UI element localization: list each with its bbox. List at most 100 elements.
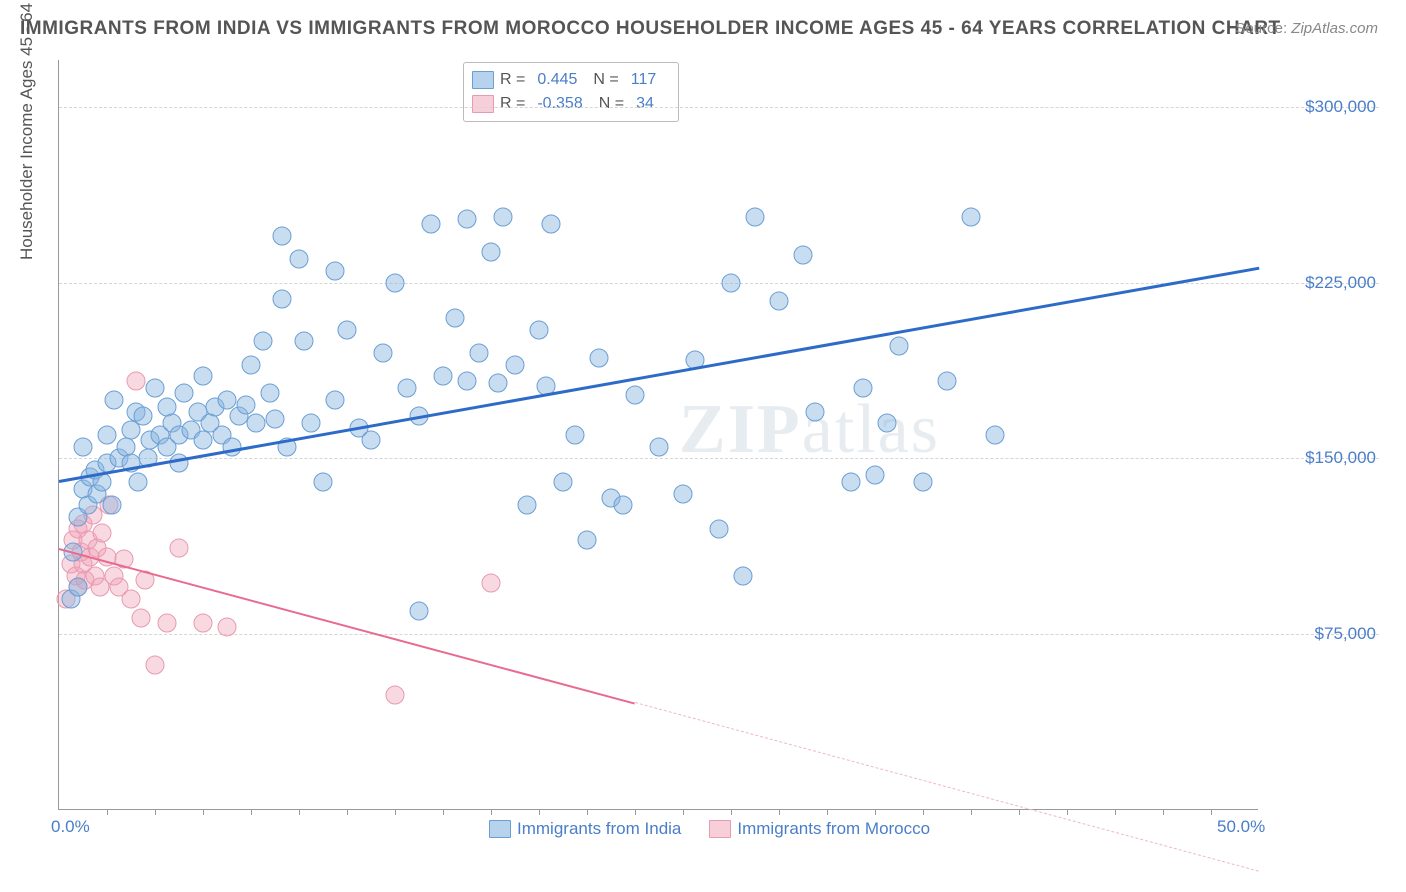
data-point (93, 524, 112, 543)
n-value: 117 (631, 68, 657, 92)
data-point (518, 496, 537, 515)
legend-item: Immigrants from Morocco (709, 819, 930, 839)
n-value: 34 (636, 92, 654, 116)
x-tick-minor (683, 809, 684, 815)
data-point (326, 261, 345, 280)
legend-series: Immigrants from India Immigrants from Mor… (489, 819, 930, 839)
legend-swatch (709, 820, 731, 838)
data-point (878, 414, 897, 433)
data-point (129, 472, 148, 491)
chart-title: IMMIGRANTS FROM INDIA VS IMMIGRANTS FROM… (20, 18, 1281, 40)
data-point (294, 332, 313, 351)
data-point (710, 519, 729, 538)
data-point (494, 208, 513, 227)
y-tick-label: $150,000 (1305, 448, 1376, 468)
data-point (266, 409, 285, 428)
data-point (273, 226, 292, 245)
data-point (489, 374, 508, 393)
data-point (261, 383, 280, 402)
y-tick-label: $225,000 (1305, 273, 1376, 293)
r-label: R = (500, 68, 525, 92)
x-tick-minor (203, 809, 204, 815)
chart-area: Householder Income Ages 45 - 64 years ZI… (58, 60, 1378, 840)
y-tick-label: $300,000 (1305, 97, 1376, 117)
x-tick-minor (779, 809, 780, 815)
source-value: ZipAtlas.com (1291, 20, 1378, 37)
data-point (806, 402, 825, 421)
data-point (446, 308, 465, 327)
x-tick-minor (347, 809, 348, 815)
data-point (650, 437, 669, 456)
data-point (170, 538, 189, 557)
data-point (174, 383, 193, 402)
data-point (470, 343, 489, 362)
data-point (218, 390, 237, 409)
x-tick-minor (587, 809, 588, 815)
data-point (746, 208, 765, 227)
data-point (242, 355, 261, 374)
data-point (194, 430, 213, 449)
n-label: N = (599, 92, 624, 116)
data-point (374, 343, 393, 362)
gridline (59, 458, 1379, 459)
data-point (794, 245, 813, 264)
data-point (194, 613, 213, 632)
data-point (398, 379, 417, 398)
data-point (122, 590, 141, 609)
r-value: -0.358 (537, 92, 582, 116)
data-point (506, 355, 525, 374)
data-point (770, 292, 789, 311)
data-point (422, 215, 441, 234)
legend-swatch (472, 71, 494, 89)
legend-item: Immigrants from India (489, 819, 681, 839)
data-point (626, 386, 645, 405)
data-point (218, 618, 237, 637)
data-point (314, 472, 333, 491)
gridline (59, 107, 1379, 108)
data-point (362, 430, 381, 449)
data-point (246, 414, 265, 433)
data-point (386, 686, 405, 705)
data-point (914, 472, 933, 491)
data-point (590, 348, 609, 367)
legend-swatch (489, 820, 511, 838)
data-point (434, 367, 453, 386)
x-tick-minor (1067, 809, 1068, 815)
data-point (254, 332, 273, 351)
data-point (134, 407, 153, 426)
data-point (338, 320, 357, 339)
x-tick-minor (635, 809, 636, 815)
data-point (482, 573, 501, 592)
x-tick-minor (1163, 809, 1164, 815)
x-tick-minor (875, 809, 876, 815)
legend-swatch (472, 95, 494, 113)
x-tick-minor (491, 809, 492, 815)
y-tick-label: $75,000 (1315, 624, 1376, 644)
data-point (410, 601, 429, 620)
x-tick-minor (1211, 809, 1212, 815)
y-axis-label: Householder Income Ages 45 - 64 years (17, 0, 37, 260)
x-tick-minor (1115, 809, 1116, 815)
data-point (482, 243, 501, 262)
plot-region: Householder Income Ages 45 - 64 years ZI… (58, 60, 1258, 810)
data-point (273, 290, 292, 309)
data-point (542, 215, 561, 234)
x-tick-minor (827, 809, 828, 815)
x-tick-label: 50.0% (1217, 817, 1265, 837)
source-label: Source: (1235, 20, 1287, 37)
data-point (986, 426, 1005, 445)
n-label: N = (593, 68, 618, 92)
data-point (290, 250, 309, 269)
data-point (105, 390, 124, 409)
x-tick-minor (299, 809, 300, 815)
trend-line (635, 702, 1259, 872)
data-point (674, 484, 693, 503)
watermark-bold: ZIP (679, 391, 802, 468)
data-point (386, 273, 405, 292)
r-label: R = (500, 92, 525, 116)
r-value: 0.445 (537, 68, 577, 92)
data-point (194, 367, 213, 386)
data-point (237, 395, 256, 414)
data-point (158, 613, 177, 632)
data-point (530, 320, 549, 339)
